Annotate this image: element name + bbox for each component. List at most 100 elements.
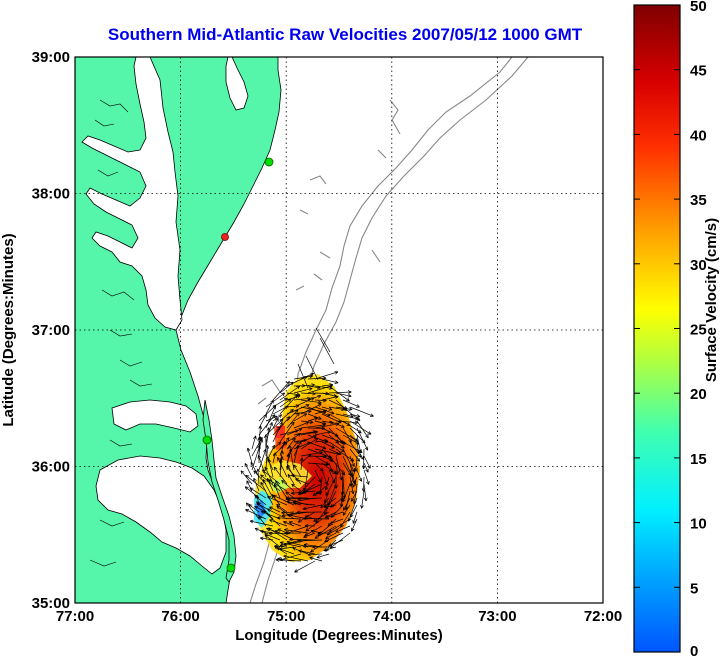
y-tick-label: 39:00 — [32, 49, 70, 66]
velocity-vector-head — [253, 470, 258, 473]
velocity-vector-head — [289, 539, 293, 542]
velocity-vector — [300, 451, 323, 457]
velocity-vector-head — [341, 409, 345, 411]
coastline-detail — [89, 99, 153, 567]
plot-area — [74, 56, 604, 604]
velocity-vector-head — [351, 469, 355, 473]
velocity-vector — [314, 385, 333, 389]
velocity-vector-head — [266, 427, 270, 431]
velocity-vector-head — [291, 381, 294, 386]
velocity-vector-head — [314, 535, 318, 539]
x-axis-label: Longitude (Degrees:Minutes) — [235, 627, 443, 644]
velocity-vector-head — [279, 421, 283, 425]
velocity-vector — [326, 525, 344, 536]
velocity-vector-head — [302, 545, 307, 549]
velocity-vector-head — [318, 400, 322, 403]
velocity-vector-head — [365, 469, 369, 473]
velocity-vector-head — [283, 544, 288, 547]
velocity-vector-head — [258, 516, 260, 520]
velocity-vector-head — [295, 444, 299, 449]
velocity-vector-head — [247, 447, 251, 451]
velocity-vector-head — [273, 466, 278, 470]
velocity-vector-head — [283, 554, 288, 557]
delaware-bay — [225, 57, 249, 111]
velocity-vector-head — [324, 514, 328, 518]
y-tick-label: 35:00 — [32, 595, 70, 612]
velocity-vector — [293, 410, 312, 415]
velocity-vector-head — [297, 385, 301, 390]
velocity-vector — [349, 420, 372, 435]
velocity-vector-head — [291, 409, 294, 413]
velocity-vector-head — [354, 422, 359, 425]
velocity-vector-head — [341, 473, 346, 476]
velocity-vector — [328, 455, 346, 476]
velocity-vector — [342, 448, 355, 472]
velocity-vector-head — [279, 545, 284, 547]
velocity-vector-head — [331, 410, 335, 414]
velocity-vector-head — [285, 491, 290, 493]
velocity-vector-head — [323, 445, 327, 449]
velocity-vector-head — [317, 532, 322, 536]
velocity-vector-head — [319, 491, 323, 495]
colorbar-tick-label: 35 — [690, 192, 707, 209]
velocity-vector-head — [297, 519, 301, 523]
velocity-vector-head — [318, 416, 322, 420]
velocity-vector-head — [352, 484, 356, 488]
velocity-vector-head — [318, 395, 322, 399]
velocity-vector-head — [282, 441, 285, 445]
colorbar-tick-label: 40 — [690, 127, 707, 144]
velocity-vector-head — [331, 515, 335, 518]
velocity-vector — [342, 504, 351, 516]
velocity-vector-head — [286, 501, 290, 504]
velocity-vector-head — [260, 536, 264, 539]
velocity-vector-head — [275, 558, 280, 561]
velocity-vector-head — [358, 478, 362, 482]
velocity-vector — [335, 462, 338, 475]
velocity-vector — [363, 462, 369, 473]
velocity-vector — [349, 448, 360, 462]
velocity-vector — [286, 404, 310, 415]
x-axis: 77:00 76:00 75:00 74:00 73:00 72:00 Long… — [56, 608, 622, 644]
velocity-vector-head — [288, 416, 290, 421]
velocity-vector — [356, 427, 369, 451]
velocity-vector — [302, 504, 323, 510]
velocity-vector-head — [286, 466, 288, 470]
velocity-vector-head — [305, 527, 308, 532]
velocity-vector-head — [350, 515, 354, 518]
velocity-vector-head — [281, 480, 284, 484]
velocity-vector-head — [274, 483, 278, 487]
velocity-vector-head — [260, 530, 264, 534]
velocity-vector-head — [298, 433, 302, 437]
velocity-vector — [276, 505, 295, 520]
velocity-vector-head — [307, 453, 312, 456]
velocity-vector-head — [266, 528, 270, 532]
velocity-vector-head — [330, 422, 334, 425]
velocity-vector-head — [287, 398, 292, 400]
velocity-vector-head — [355, 418, 359, 421]
velocity-vector — [328, 399, 348, 410]
velocity-vector-head — [360, 504, 362, 509]
velocity-vector-head — [352, 520, 356, 524]
velocity-vector-head — [289, 445, 292, 449]
velocity-vector-head — [306, 421, 310, 425]
velocity-vector-head — [329, 469, 333, 473]
velocity-vector-head — [349, 475, 354, 478]
velocity-vector — [284, 529, 309, 534]
velocity-vector-head — [286, 497, 291, 500]
velocity-vector — [328, 434, 339, 444]
velocity-vector-head — [298, 549, 303, 551]
velocity-vector-head — [287, 474, 292, 477]
velocity-vector — [272, 381, 290, 401]
velocity-vector — [335, 455, 343, 481]
velocity-vector-head — [299, 428, 303, 432]
velocity-vector-head — [292, 547, 296, 551]
velocity-vector-head — [348, 391, 352, 394]
y-axis-label: Latitude (Degrees:Minutes) — [0, 233, 17, 426]
velocity-vector-head — [267, 445, 270, 449]
velocity-vector — [246, 480, 253, 492]
velocity-vector — [254, 494, 267, 506]
velocity-vector-head — [254, 528, 258, 532]
velocity-vector — [279, 394, 298, 415]
velocity-vector-head — [291, 474, 295, 478]
